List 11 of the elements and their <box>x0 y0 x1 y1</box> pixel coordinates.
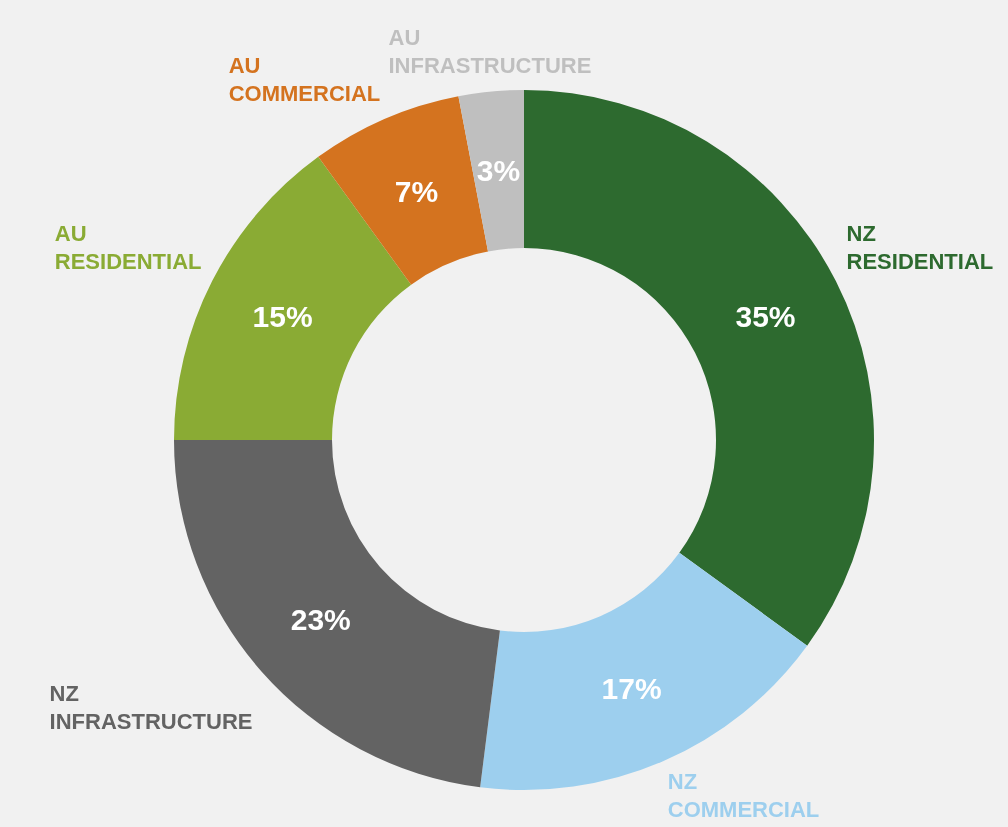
slice-label: AU COMMERCIAL <box>228 53 381 107</box>
slice-label: NZ INFRASTRUCTURE <box>49 680 253 734</box>
data-label: 23% <box>290 602 351 636</box>
data-label: 7% <box>394 174 439 208</box>
data-label: 17% <box>601 672 662 706</box>
slice-label: NZ COMMERCIAL <box>667 768 820 822</box>
data-label: 35% <box>735 300 796 334</box>
data-label: 15% <box>252 300 313 334</box>
data-label: 3% <box>476 153 521 187</box>
slice-label: AU RESIDENTIAL <box>54 221 202 275</box>
slice-label: NZ RESIDENTIAL <box>846 221 994 275</box>
